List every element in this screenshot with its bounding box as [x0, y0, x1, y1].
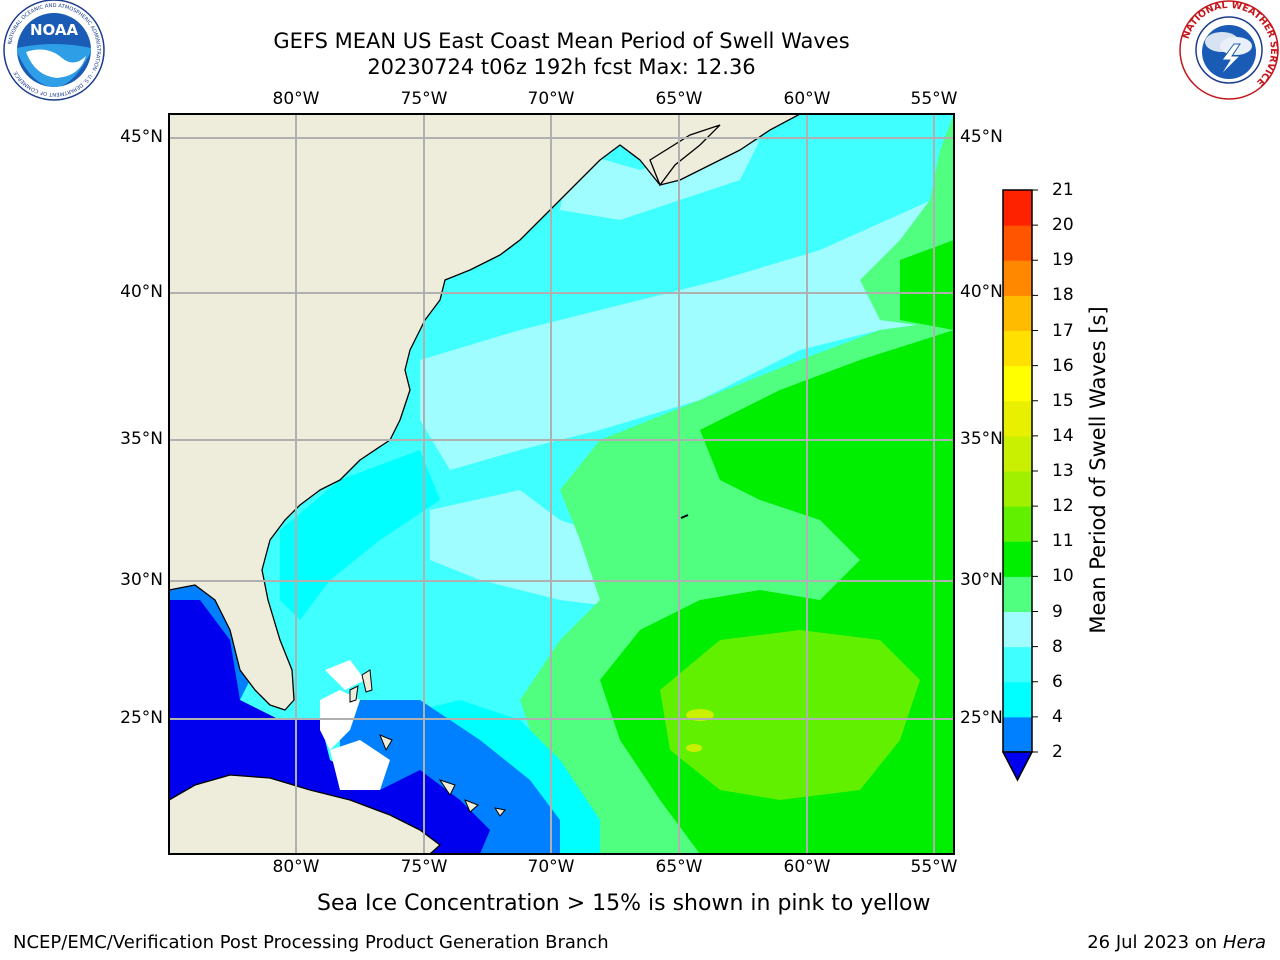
- lat-label-right: 25°N: [960, 708, 1003, 728]
- colorbar-tick-label: 6: [1052, 671, 1063, 692]
- colorbar-segment: [1003, 576, 1032, 612]
- swell-band-8-9: [420, 190, 954, 470]
- colorbar-segment: [1003, 435, 1032, 472]
- colorbar-extend-arrow: [1001, 751, 1034, 782]
- lat-label-left: 30°N: [120, 570, 163, 590]
- footer-date-text: 26 Jul 2023 on: [1087, 932, 1223, 953]
- colorbar-tick-label: 14: [1052, 425, 1074, 446]
- colorbar: [1001, 189, 1038, 782]
- colorbar-tick-label: 18: [1052, 285, 1074, 306]
- lon-label-bottom: 55°W: [910, 857, 958, 877]
- lat-label-left: 35°N: [120, 429, 163, 449]
- colorbar-tick-label: 16: [1052, 355, 1074, 376]
- colorbar-tick-label: 10: [1052, 566, 1074, 587]
- lat-label-left: 25°N: [120, 708, 163, 728]
- colorbar-tick-label: 21: [1052, 180, 1074, 200]
- colorbar-tick-label: 2: [1052, 742, 1063, 762]
- chart-subtitle: 20230724 t06z 192h fcst Max: 12.36: [367, 55, 756, 79]
- lon-label-bottom: 75°W: [400, 857, 448, 877]
- land-north-america: [169, 114, 801, 711]
- colorbar-label: Mean Period of Swell Waves [s]: [1086, 306, 1110, 634]
- colorbar-segment: [1003, 611, 1032, 648]
- colorbar-segment: [1003, 295, 1032, 331]
- footer-date: 26 Jul 2023 on Hera: [1087, 932, 1266, 954]
- map-frame: [168, 113, 955, 855]
- colorbar-segment: [1003, 190, 1032, 226]
- lon-label-top: 65°W: [655, 89, 703, 109]
- lon-label-bottom: 60°W: [783, 857, 831, 877]
- graticule: [169, 114, 954, 854]
- colorbar-tick-label: 9: [1052, 601, 1063, 622]
- nws-logo: NATIONAL WEATHER SERVICE: [1179, 0, 1279, 100]
- colorbar-tick-label: 11: [1052, 531, 1074, 552]
- colorbar-segment: [1003, 400, 1032, 437]
- lon-label-top: 70°W: [527, 89, 575, 109]
- swell-band-4-6: [280, 450, 440, 620]
- lon-label-bottom: 65°W: [655, 857, 703, 877]
- colorbar-segment: [1003, 506, 1032, 542]
- lat-label-right: 45°N: [960, 127, 1003, 147]
- colorbar-segment: [1003, 646, 1032, 683]
- bahamas-islands: [349, 669, 506, 817]
- footer-machine: Hera: [1222, 932, 1266, 953]
- lon-label-top: 60°W: [783, 89, 831, 109]
- colorbar-segment: [1003, 225, 1032, 261]
- noaa-logo-text: NOAA: [30, 21, 79, 39]
- swell-patch-12-13: [686, 744, 702, 752]
- colorbar-segment: [1003, 471, 1032, 507]
- lon-label-top: 55°W: [910, 89, 958, 109]
- colorbar-tick-label: 19: [1052, 250, 1074, 271]
- colorbar-tick-label: 15: [1052, 390, 1074, 411]
- shallow-bank: [325, 660, 365, 690]
- lon-label-bottom: 80°W: [272, 857, 320, 877]
- lon-label-top: 80°W: [272, 89, 320, 109]
- colorbar-segment: [1003, 365, 1032, 402]
- colorbar-segment: [1003, 681, 1032, 718]
- colorbar-segment: [1003, 260, 1032, 296]
- colorbar-tick-label: 20: [1052, 215, 1074, 236]
- colorbar-tick-label: 13: [1052, 461, 1074, 481]
- lat-label-right: 40°N: [960, 282, 1003, 302]
- lon-label-top: 75°W: [400, 89, 448, 109]
- land-nova-scotia: [649, 124, 721, 187]
- swell-band-10-11: [900, 240, 954, 330]
- lat-label-left: 40°N: [120, 282, 163, 302]
- lat-label-right: 35°N: [960, 429, 1003, 449]
- colorbar-tick-label: 8: [1052, 636, 1063, 657]
- lon-label-bottom: 70°W: [527, 857, 575, 877]
- shallow-bank: [330, 740, 390, 790]
- colorbar-tick-label: 4: [1052, 706, 1063, 727]
- colorbar-tick-label: 17: [1052, 320, 1074, 341]
- lat-label-right: 30°N: [960, 570, 1003, 590]
- chart-title: GEFS MEAN US East Coast Mean Period of S…: [273, 29, 850, 53]
- footer-branch: NCEP/EMC/Verification Post Processing Pr…: [13, 932, 609, 953]
- bermuda: [680, 514, 689, 519]
- land-cuba: [169, 774, 441, 854]
- swell-band-11-12: [660, 630, 920, 800]
- colorbar-segment: [1003, 330, 1032, 367]
- colorbar-segment: [1003, 541, 1032, 577]
- colorbar-segment: [1003, 716, 1032, 753]
- lat-label-left: 45°N: [120, 127, 163, 147]
- colorbar-tick-label: 12: [1052, 496, 1074, 517]
- sea-ice-note: Sea Ice Concentration > 15% is shown in …: [317, 891, 931, 916]
- noaa-logo: NATIONAL OCEANIC AND ATMOSPHERIC ADMINIS…: [3, 0, 105, 101]
